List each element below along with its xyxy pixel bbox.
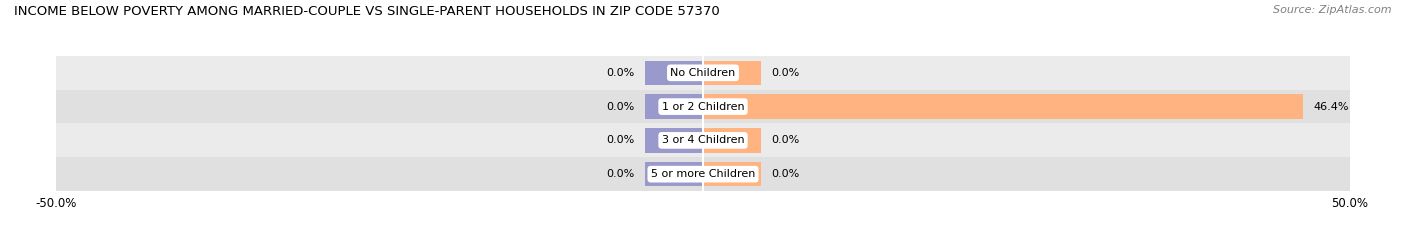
Text: 0.0%: 0.0% (772, 68, 800, 78)
Text: 0.0%: 0.0% (772, 135, 800, 145)
Text: 5 or more Children: 5 or more Children (651, 169, 755, 179)
Bar (645, 94, 703, 119)
Text: 0.0%: 0.0% (606, 102, 634, 112)
Bar (56, 56, 1350, 90)
Text: No Children: No Children (671, 68, 735, 78)
Text: 3 or 4 Children: 3 or 4 Children (662, 135, 744, 145)
Text: 0.0%: 0.0% (606, 68, 634, 78)
Text: 46.4%: 46.4% (1313, 102, 1348, 112)
Text: Source: ZipAtlas.com: Source: ZipAtlas.com (1274, 5, 1392, 15)
Bar (645, 128, 703, 153)
Bar (645, 61, 703, 85)
Text: 0.0%: 0.0% (772, 169, 800, 179)
Text: 0.0%: 0.0% (606, 135, 634, 145)
Bar (645, 162, 703, 186)
Bar (703, 94, 1303, 119)
Text: INCOME BELOW POVERTY AMONG MARRIED-COUPLE VS SINGLE-PARENT HOUSEHOLDS IN ZIP COD: INCOME BELOW POVERTY AMONG MARRIED-COUPL… (14, 5, 720, 18)
Bar (703, 128, 761, 153)
Text: 0.0%: 0.0% (606, 169, 634, 179)
Bar (703, 61, 761, 85)
Bar (703, 162, 761, 186)
Bar (56, 90, 1350, 123)
Bar (56, 123, 1350, 157)
Bar (56, 157, 1350, 191)
Text: 1 or 2 Children: 1 or 2 Children (662, 102, 744, 112)
